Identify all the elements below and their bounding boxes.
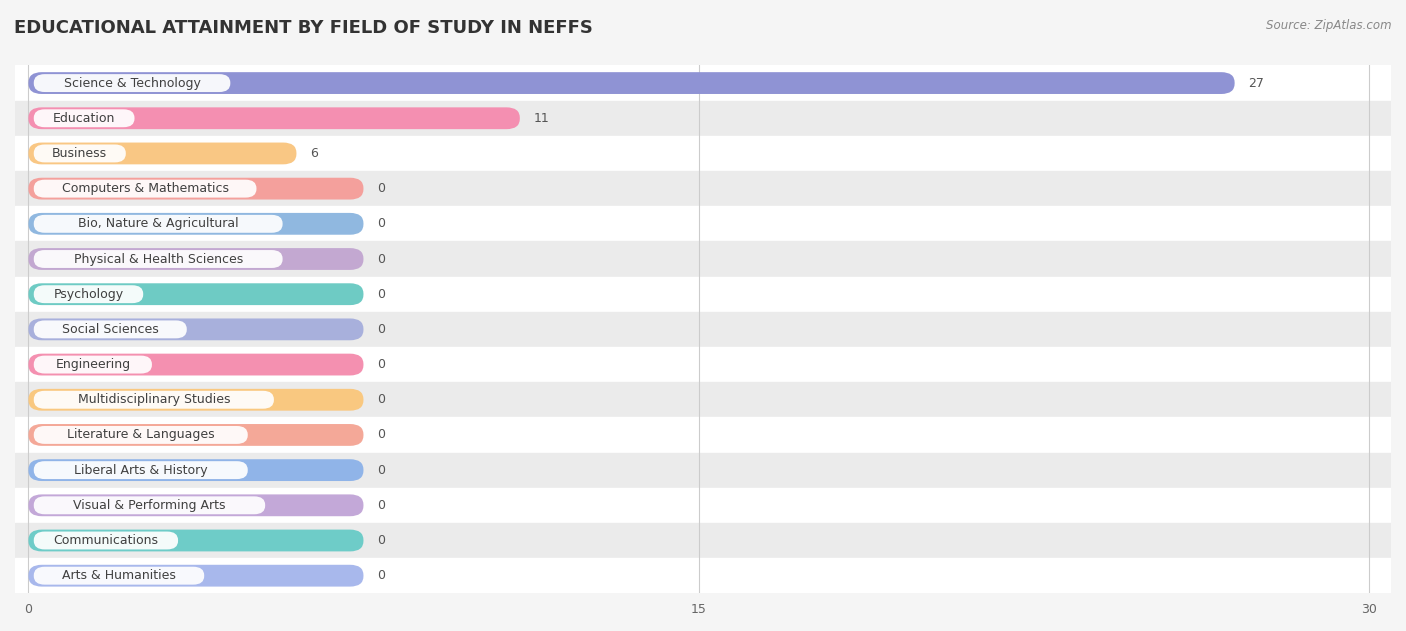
FancyBboxPatch shape	[28, 495, 364, 516]
Text: 0: 0	[377, 464, 385, 476]
Bar	[15, 101, 1391, 136]
Text: Business: Business	[52, 147, 107, 160]
FancyBboxPatch shape	[34, 321, 187, 338]
Text: EDUCATIONAL ATTAINMENT BY FIELD OF STUDY IN NEFFS: EDUCATIONAL ATTAINMENT BY FIELD OF STUDY…	[14, 19, 593, 37]
FancyBboxPatch shape	[34, 215, 283, 233]
FancyBboxPatch shape	[28, 72, 1234, 94]
Text: 0: 0	[377, 323, 385, 336]
Text: Communications: Communications	[53, 534, 159, 547]
FancyBboxPatch shape	[28, 389, 364, 411]
FancyBboxPatch shape	[34, 250, 283, 268]
Text: Multidisciplinary Studies: Multidisciplinary Studies	[77, 393, 231, 406]
Text: 0: 0	[377, 358, 385, 371]
Text: 0: 0	[377, 499, 385, 512]
Text: Computers & Mathematics: Computers & Mathematics	[62, 182, 229, 195]
FancyBboxPatch shape	[28, 213, 364, 235]
FancyBboxPatch shape	[28, 248, 364, 270]
Text: Liberal Arts & History: Liberal Arts & History	[75, 464, 208, 476]
Text: 0: 0	[377, 569, 385, 582]
FancyBboxPatch shape	[34, 356, 152, 374]
Text: Source: ZipAtlas.com: Source: ZipAtlas.com	[1267, 19, 1392, 32]
Text: 0: 0	[377, 252, 385, 266]
FancyBboxPatch shape	[28, 178, 364, 199]
Bar	[15, 66, 1391, 101]
FancyBboxPatch shape	[34, 567, 204, 585]
Text: 0: 0	[377, 288, 385, 301]
Bar	[15, 488, 1391, 523]
FancyBboxPatch shape	[28, 283, 364, 305]
FancyBboxPatch shape	[28, 353, 364, 375]
Text: 0: 0	[377, 428, 385, 442]
Bar	[15, 452, 1391, 488]
Text: Psychology: Psychology	[53, 288, 124, 301]
FancyBboxPatch shape	[28, 143, 297, 164]
Bar	[15, 171, 1391, 206]
FancyBboxPatch shape	[34, 531, 179, 550]
FancyBboxPatch shape	[34, 426, 247, 444]
FancyBboxPatch shape	[28, 529, 364, 551]
Bar	[15, 382, 1391, 417]
Bar	[15, 136, 1391, 171]
FancyBboxPatch shape	[34, 180, 256, 198]
Text: Physical & Health Sciences: Physical & Health Sciences	[73, 252, 243, 266]
Bar	[15, 206, 1391, 242]
FancyBboxPatch shape	[34, 109, 135, 127]
Text: Visual & Performing Arts: Visual & Performing Arts	[73, 499, 226, 512]
Bar	[15, 347, 1391, 382]
FancyBboxPatch shape	[28, 107, 520, 129]
Text: Engineering: Engineering	[55, 358, 131, 371]
FancyBboxPatch shape	[34, 285, 143, 303]
FancyBboxPatch shape	[34, 391, 274, 409]
FancyBboxPatch shape	[34, 497, 266, 514]
Text: Literature & Languages: Literature & Languages	[67, 428, 215, 442]
Text: Arts & Humanities: Arts & Humanities	[62, 569, 176, 582]
FancyBboxPatch shape	[34, 461, 247, 479]
Text: 27: 27	[1249, 76, 1264, 90]
Text: Science & Technology: Science & Technology	[63, 76, 201, 90]
Bar	[15, 558, 1391, 593]
FancyBboxPatch shape	[28, 565, 364, 587]
FancyBboxPatch shape	[34, 74, 231, 92]
FancyBboxPatch shape	[28, 424, 364, 446]
Bar	[15, 417, 1391, 452]
FancyBboxPatch shape	[34, 144, 125, 162]
Text: 0: 0	[377, 393, 385, 406]
Text: Bio, Nature & Agricultural: Bio, Nature & Agricultural	[77, 217, 239, 230]
Text: Social Sciences: Social Sciences	[62, 323, 159, 336]
Bar	[15, 312, 1391, 347]
Text: 0: 0	[377, 182, 385, 195]
Text: Education: Education	[53, 112, 115, 125]
FancyBboxPatch shape	[28, 319, 364, 340]
Bar	[15, 242, 1391, 276]
Text: 0: 0	[377, 217, 385, 230]
FancyBboxPatch shape	[28, 459, 364, 481]
Bar	[15, 276, 1391, 312]
Text: 11: 11	[533, 112, 548, 125]
Bar	[15, 523, 1391, 558]
Text: 0: 0	[377, 534, 385, 547]
Text: 6: 6	[309, 147, 318, 160]
